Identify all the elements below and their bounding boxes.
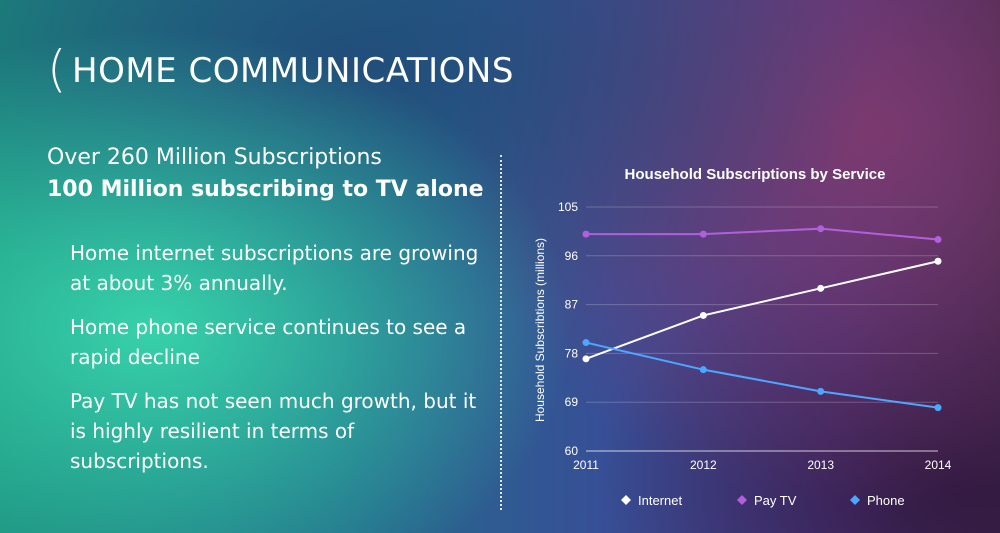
x-tick-label: 2013: [807, 458, 834, 472]
subtitle-total: Over 260 Million Subscriptions: [47, 145, 382, 170]
y-axis-label: Household Subscribtions (millions): [533, 238, 547, 422]
data-point-internet: [817, 284, 825, 292]
series-group: [582, 225, 942, 412]
title-bracket: (: [47, 40, 67, 98]
data-point-pay-tv: [582, 230, 590, 238]
legend-marker-internet: [621, 495, 631, 505]
y-tick-label: 60: [565, 444, 579, 458]
y-tick-label: 96: [565, 249, 579, 263]
series-line-internet: [585, 260, 939, 360]
legend-label-pay-tv: Pay TV: [754, 493, 797, 508]
data-point-phone: [582, 339, 590, 347]
bullet-phone: Home phone service continues to see a ra…: [70, 315, 467, 369]
data-point-phone: [934, 404, 942, 412]
axis-ticks: 60 69 78 87 96 105 2011 2012 2013 2014: [558, 200, 952, 472]
y-tick-label: 105: [558, 200, 578, 214]
data-point-phone: [817, 387, 825, 395]
data-point-pay-tv: [934, 236, 942, 244]
data-point-phone: [699, 366, 707, 374]
legend: Internet Pay TV Phone: [621, 493, 905, 508]
bullet-paytv: Pay TV has not seen much growth, but it …: [70, 389, 477, 473]
grid: [586, 206, 938, 452]
data-point-internet: [699, 311, 707, 319]
y-tick-label: 78: [565, 346, 579, 360]
x-tick-label: 2014: [925, 458, 952, 472]
data-point-pay-tv: [699, 230, 707, 238]
data-point-internet: [934, 257, 942, 265]
y-tick-label: 87: [565, 298, 579, 312]
subtitle-tv: 100 Million subscribing to TV alone: [47, 177, 484, 202]
legend-marker-pay-tv: [737, 495, 747, 505]
data-point-pay-tv: [817, 225, 825, 233]
bullet-list: Home internet subscriptions are growing …: [70, 238, 490, 490]
legend-label-phone: Phone: [867, 493, 905, 508]
x-tick-label: 2011: [573, 458, 599, 472]
y-tick-label: 69: [565, 395, 579, 409]
chart-title: Household Subscriptions by Service: [625, 166, 886, 183]
x-tick-label: 2012: [690, 458, 717, 472]
series-line-phone: [585, 341, 939, 409]
bullet-internet: Home internet subscriptions are growing …: [70, 241, 479, 295]
series-line-pay-tv: [586, 227, 939, 241]
page-title: HOME COMMUNICATIONS: [72, 51, 514, 91]
legend-label-internet: Internet: [638, 493, 682, 508]
column-divider: [500, 155, 502, 510]
legend-marker-phone: [850, 495, 860, 505]
data-point-internet: [582, 355, 590, 363]
